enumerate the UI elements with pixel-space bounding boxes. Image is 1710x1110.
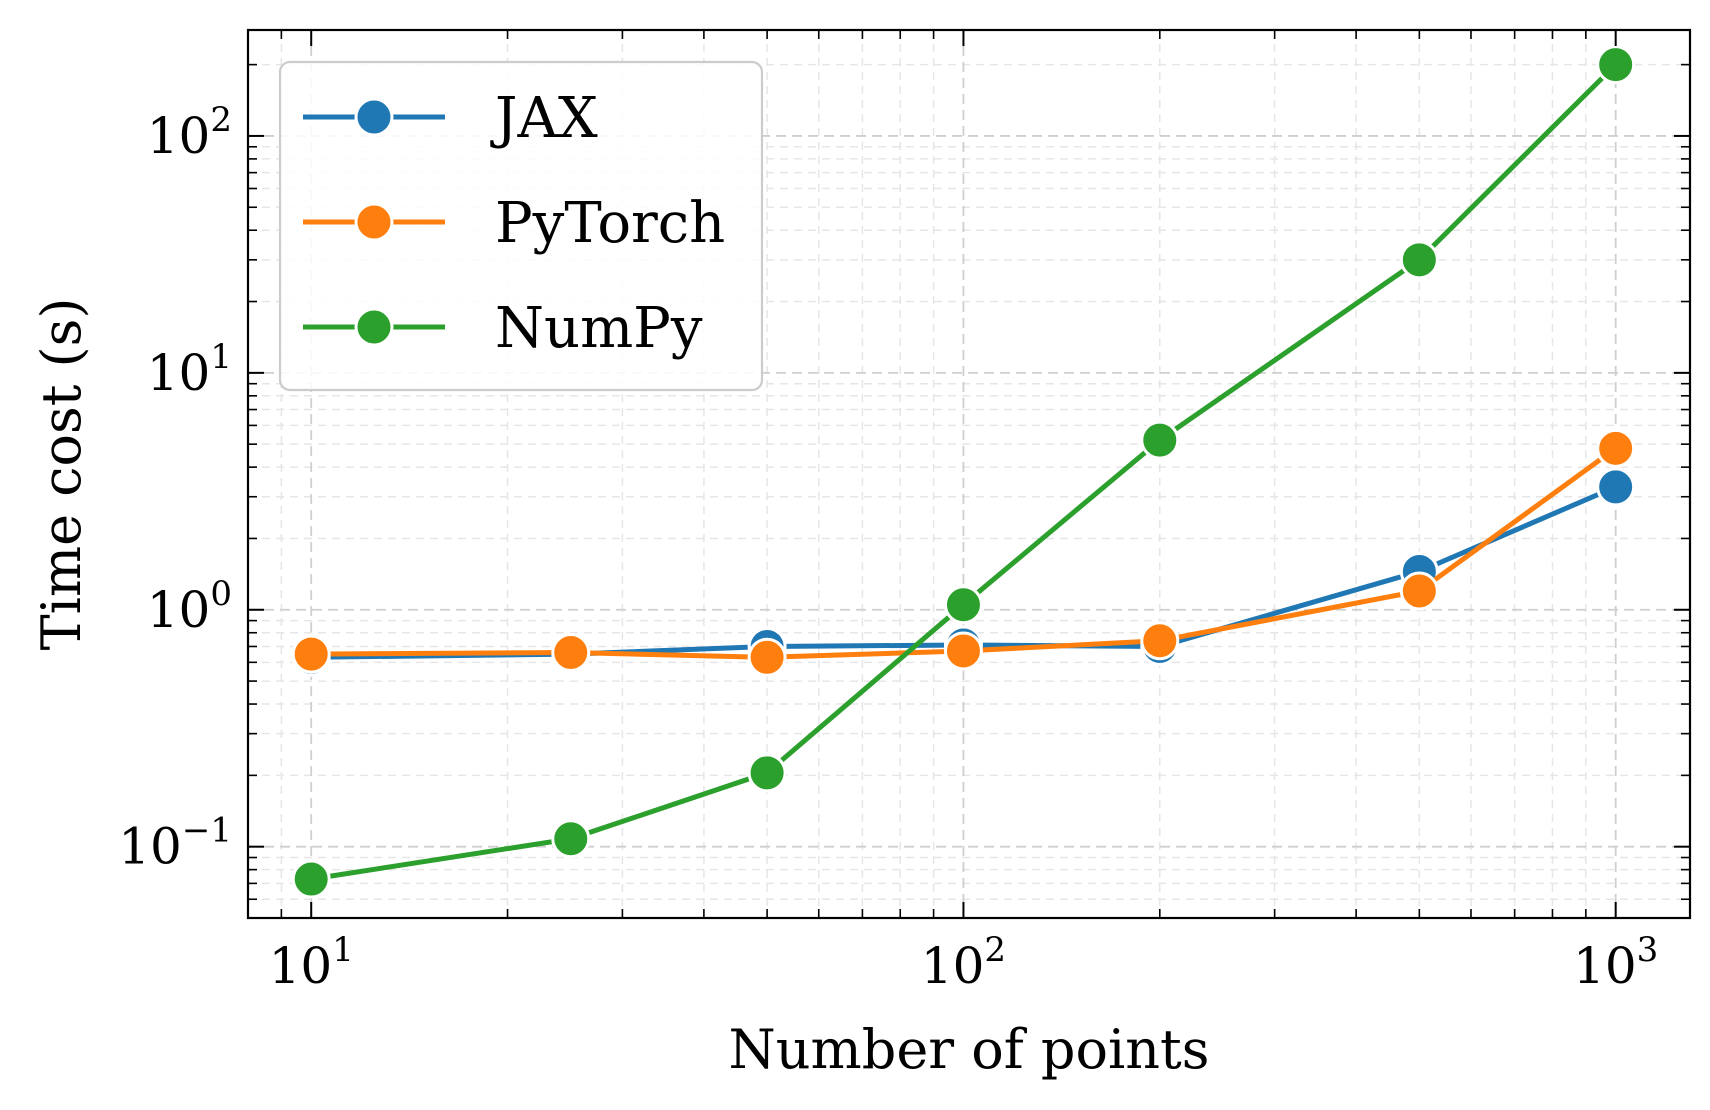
legend-label-numpy: NumPy [495, 296, 703, 361]
data-point-pytorch [1399, 571, 1439, 611]
series-layer [291, 45, 1636, 899]
data-point-pytorch [1596, 428, 1636, 468]
y-tick-label: 100 [147, 574, 232, 639]
y-tick-label: 10−1 [118, 811, 232, 876]
legend: JAX PyTorch NumPy [278, 60, 764, 392]
data-point-numpy [747, 753, 787, 793]
data-point-numpy [291, 859, 331, 899]
legend-frame [278, 60, 764, 392]
series-numpy [291, 45, 1636, 899]
data-point-pytorch [1140, 621, 1180, 661]
data-point-numpy [1140, 420, 1180, 460]
legend-label-pytorch: PyTorch [495, 191, 725, 256]
y-tick-label: 101 [147, 337, 232, 402]
x-tick-label: 103 [1573, 930, 1658, 995]
data-point-jax [1596, 467, 1636, 507]
legend-swatch-marker-numpy [354, 307, 394, 347]
series-pytorch [291, 428, 1636, 677]
plot-frame [246, 28, 1692, 920]
legend-swatch-marker-jax [354, 97, 394, 137]
data-point-pytorch [747, 637, 787, 677]
x-tick-label: 101 [269, 930, 354, 995]
legend-label-jax: JAX [490, 86, 598, 151]
x-tick-label: 102 [921, 930, 1006, 995]
data-point-numpy [1399, 240, 1439, 280]
y-tick-label: 102 [147, 100, 232, 165]
legend-swatch-marker-pytorch [354, 202, 394, 242]
data-point-numpy [551, 819, 591, 859]
data-point-pytorch [551, 633, 591, 673]
data-point-pytorch [291, 634, 331, 674]
data-point-numpy [943, 585, 983, 625]
y-axis-label: Time cost (s) [30, 298, 93, 651]
x-axis-label: Number of points [729, 1018, 1210, 1081]
data-point-pytorch [943, 631, 983, 671]
tick-labels: 101 102 103 10−1 100 101 102 [118, 100, 1658, 995]
data-point-numpy [1596, 45, 1636, 85]
